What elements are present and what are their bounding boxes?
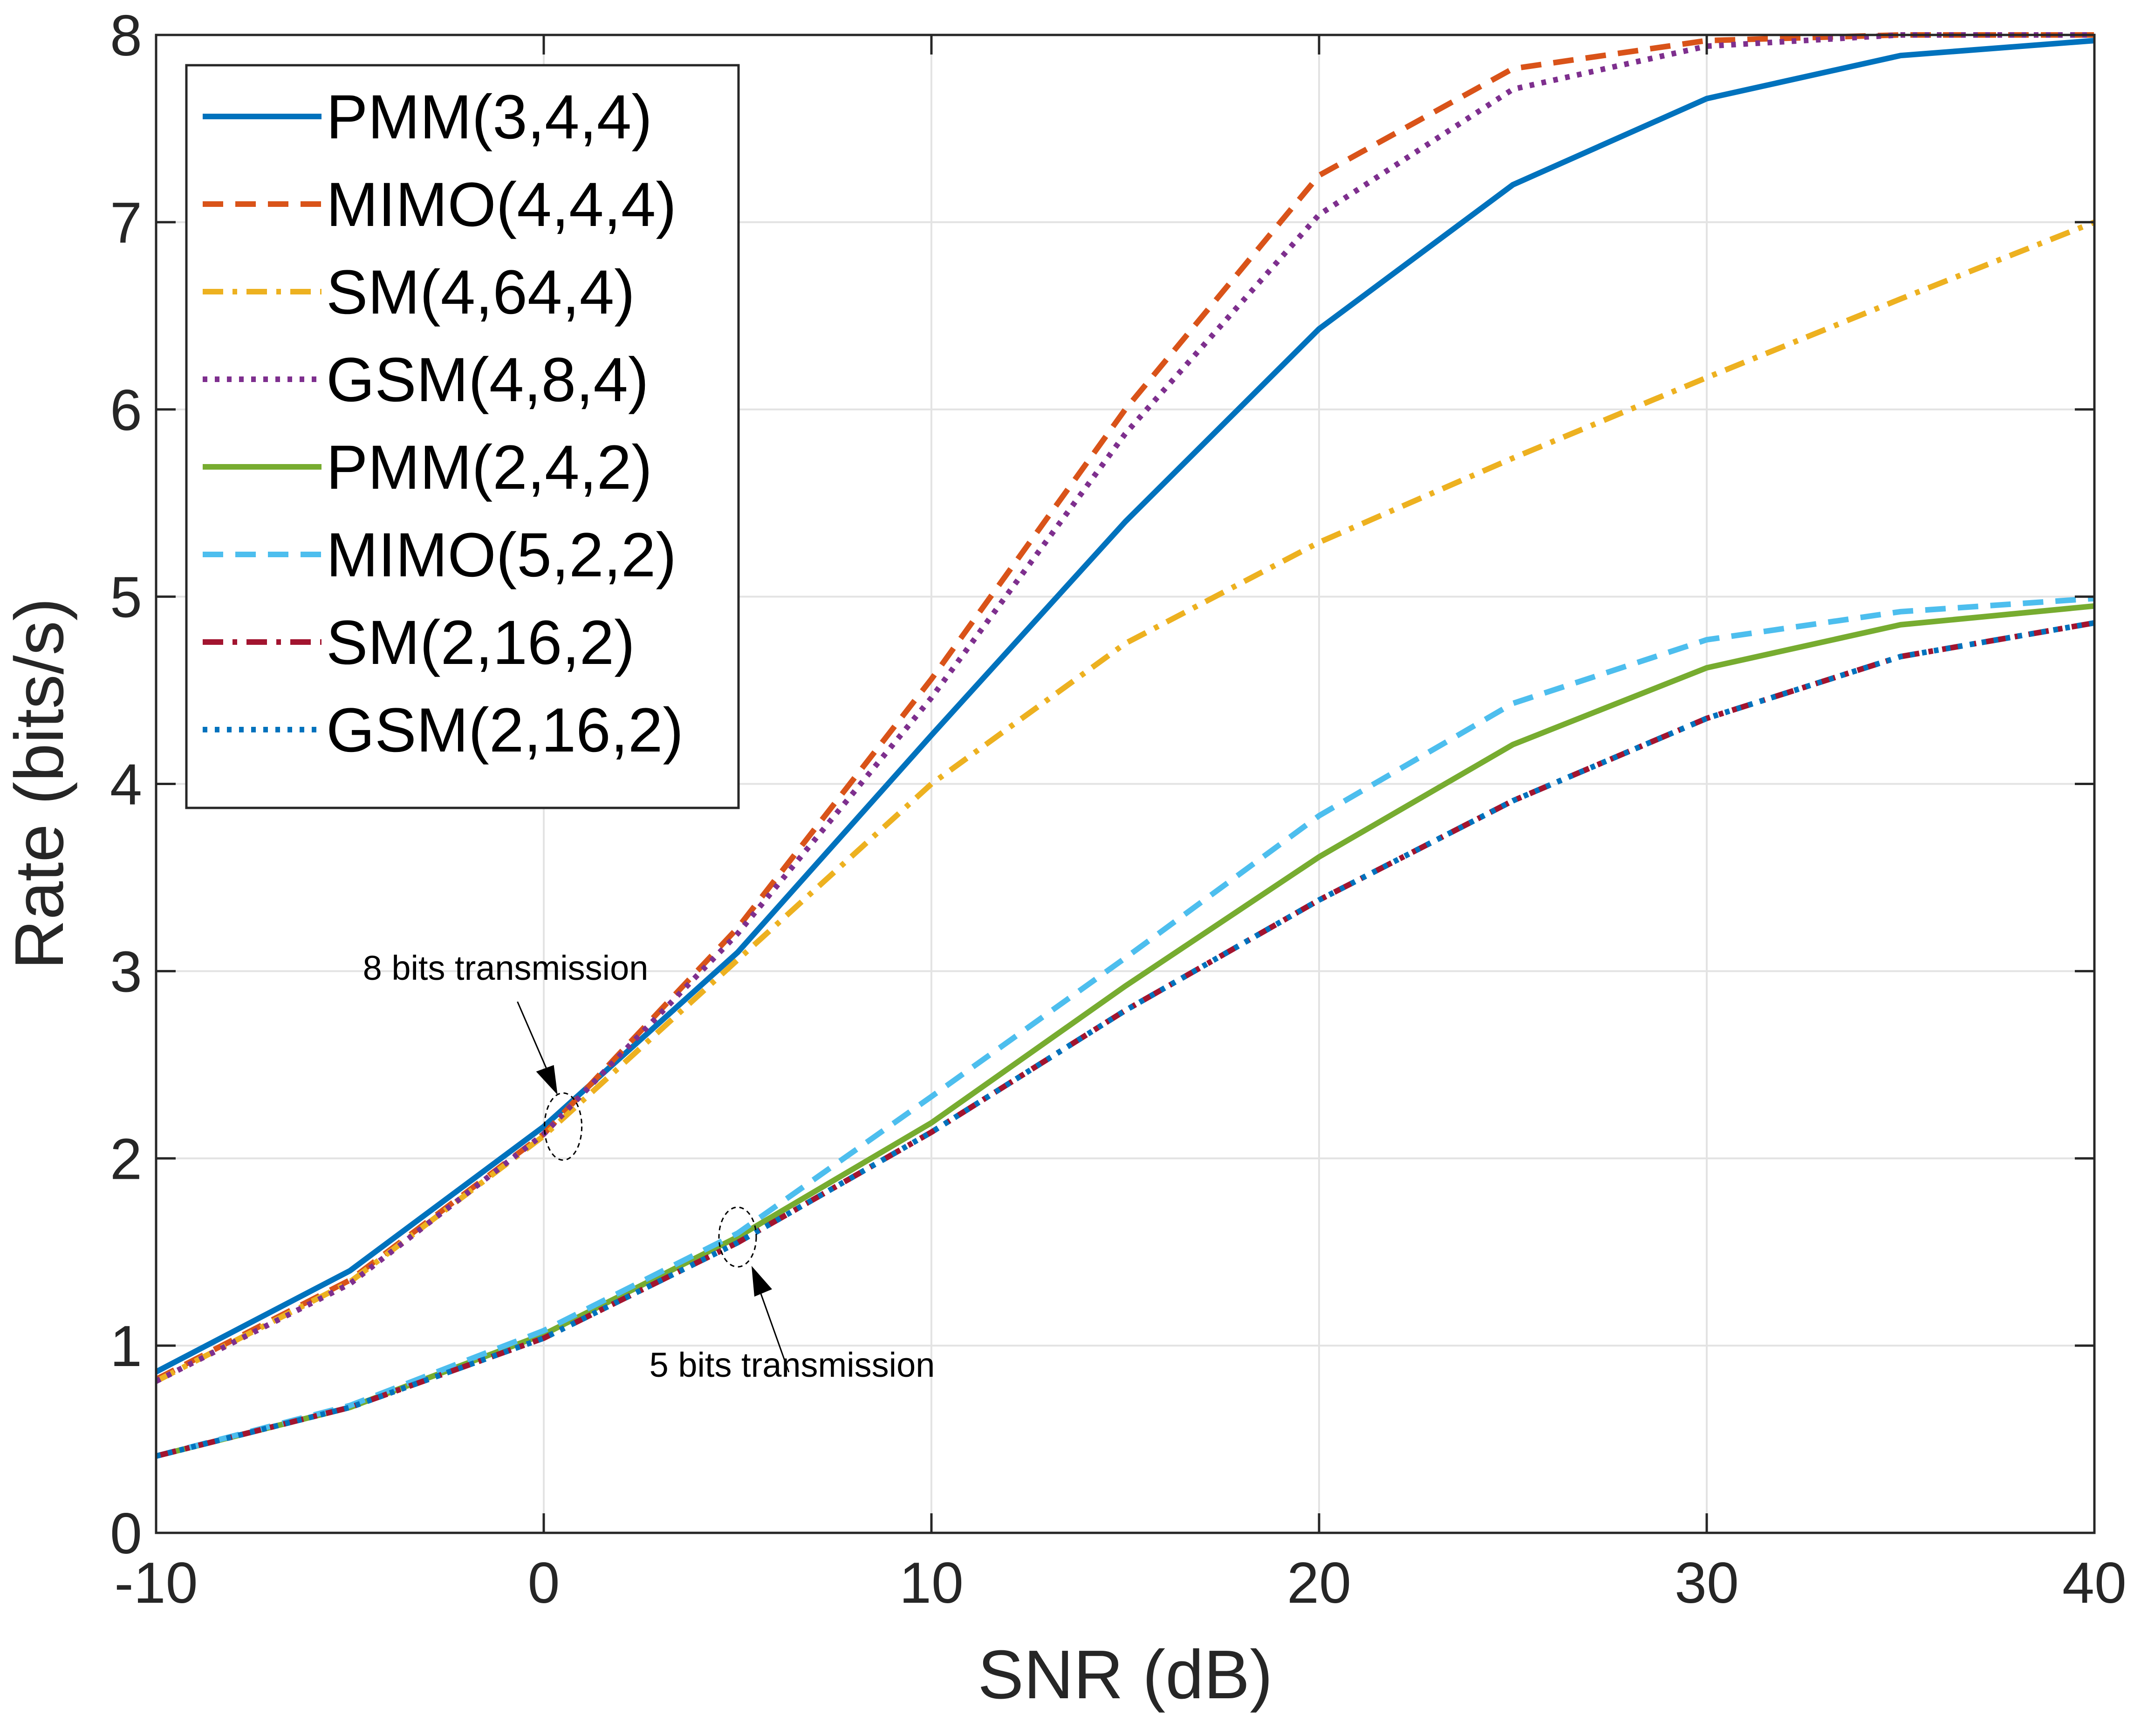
legend-label-1: PMM(3,4,4) bbox=[326, 82, 652, 152]
series-line-6 bbox=[155, 595, 2095, 1459]
legend-label-7: SM(2,16,2) bbox=[326, 608, 635, 677]
legend-label-8: GSM(2,16,2) bbox=[326, 696, 684, 765]
x-tick-label: 40 bbox=[2062, 1551, 2127, 1615]
annotation-ellipse-8-bits bbox=[544, 1092, 583, 1161]
annotation-arrowhead-8-bits bbox=[536, 1065, 558, 1095]
legend: PMM(3,4,4) MIMO(4,4,4) SM(4,64,4) GSM(4,8,4… bbox=[185, 64, 740, 809]
legend-label-3: SM(4,64,4) bbox=[326, 258, 635, 327]
x-tick-label: 30 bbox=[1675, 1551, 1739, 1615]
y-tick-label: 3 bbox=[110, 940, 142, 1004]
y-tick-label: 5 bbox=[110, 566, 142, 630]
legend-label-5: PMM(2,4,2) bbox=[326, 433, 652, 502]
annotation-arrowhead-5-bits bbox=[752, 1266, 772, 1297]
annotation-label-5-bits: 5 bits transmission bbox=[650, 1346, 935, 1384]
series-line-4 bbox=[155, 32, 2094, 1384]
y-tick-label: 0 bbox=[110, 1502, 142, 1566]
annotation-ellipse-5-bits bbox=[718, 1206, 757, 1268]
legend-label-2: MIMO(4,4,4) bbox=[326, 170, 677, 239]
y-tick-label: 8 bbox=[110, 4, 142, 68]
y-tick-label: 6 bbox=[110, 378, 142, 443]
x-tick-label: 20 bbox=[1287, 1551, 1351, 1615]
y-tick-label: 4 bbox=[110, 753, 142, 817]
annotation-label-8-bits: 8 bits transmission bbox=[363, 949, 649, 987]
y-axis-label: Rate (bits/s) bbox=[1, 598, 78, 970]
legend-label-4: GSM(4,8,4) bbox=[326, 345, 649, 415]
annotations: 8 bits transmission 5 bits transmission bbox=[363, 949, 935, 1384]
x-tick-label: 10 bbox=[899, 1551, 964, 1615]
x-tick-label: 0 bbox=[528, 1551, 560, 1615]
x-tick-label: -10 bbox=[114, 1551, 198, 1615]
series-line-3 bbox=[155, 219, 2096, 1384]
y-tick-label: 2 bbox=[110, 1127, 142, 1191]
legend-label-6: MIMO(5,2,2) bbox=[326, 520, 677, 590]
series-line-8 bbox=[155, 620, 2095, 1459]
data-series bbox=[155, 32, 2096, 1459]
x-axis-label: SNR (dB) bbox=[978, 1636, 1272, 1713]
series-line-1 bbox=[155, 38, 2095, 1374]
y-tick-label: 7 bbox=[110, 191, 142, 255]
y-tick-label: 1 bbox=[110, 1314, 142, 1379]
series-line-7 bbox=[155, 620, 2095, 1459]
legend-box bbox=[185, 64, 740, 809]
